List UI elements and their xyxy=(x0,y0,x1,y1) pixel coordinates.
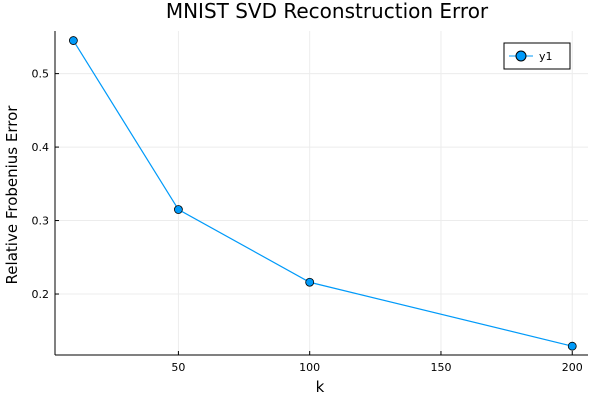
legend: y1 xyxy=(503,42,571,70)
grid-lines xyxy=(55,31,588,355)
y-tick-label: 0.3 xyxy=(32,215,50,228)
y-tick-label: 0.4 xyxy=(32,141,50,154)
y-axis-label: Relative Frobenius Error xyxy=(3,105,21,285)
axes xyxy=(54,31,588,356)
x-tick-label: 100 xyxy=(299,361,320,374)
x-tick-label: 50 xyxy=(171,361,185,374)
data-point xyxy=(68,36,78,45)
chart-title: MNIST SVD Reconstruction Error xyxy=(166,0,489,23)
legend-label-y1: y1 xyxy=(539,50,553,63)
y-tick-label: 0.2 xyxy=(32,288,50,301)
data-point xyxy=(305,277,315,287)
x-tick-label: 200 xyxy=(562,361,583,374)
legend-marker-y1 xyxy=(515,50,527,62)
tick-labels: 50 100 150 200 0.2 0.3 0.4 0.5 xyxy=(32,68,583,374)
data-point xyxy=(174,205,183,214)
y-tick-label: 0.5 xyxy=(32,68,50,81)
x-tick-label: 150 xyxy=(430,361,451,374)
data-point xyxy=(567,341,577,351)
series-layer xyxy=(68,36,577,351)
x-axis-label: k xyxy=(316,378,325,396)
series-line-y1 xyxy=(72,40,573,347)
